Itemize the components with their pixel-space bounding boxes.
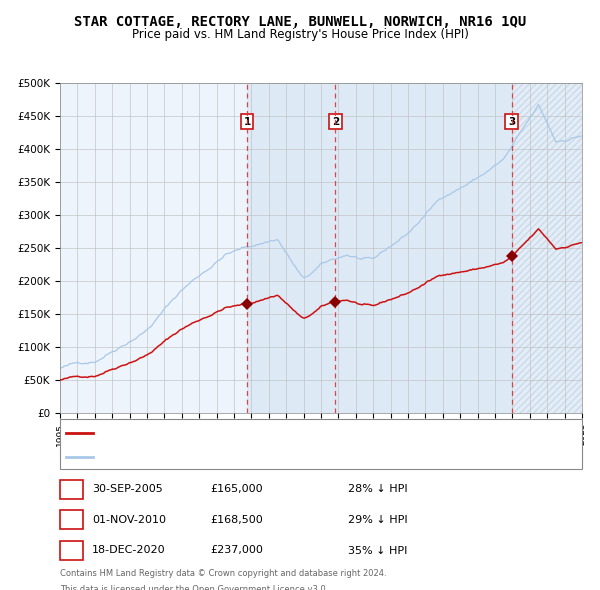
Text: £168,500: £168,500 (210, 515, 263, 525)
Bar (247, 83, 335, 413)
Bar (335, 83, 512, 413)
Text: 30-SEP-2005: 30-SEP-2005 (92, 484, 163, 494)
Text: 29% ↓ HPI: 29% ↓ HPI (348, 515, 407, 525)
Text: Price paid vs. HM Land Registry's House Price Index (HPI): Price paid vs. HM Land Registry's House … (131, 28, 469, 41)
Text: 3: 3 (508, 117, 515, 127)
Text: Contains HM Land Registry data © Crown copyright and database right 2024.: Contains HM Land Registry data © Crown c… (60, 569, 386, 578)
Text: 2: 2 (332, 117, 339, 127)
Text: STAR COTTAGE, RECTORY LANE, BUNWELL, NORWICH, NR16 1QU: STAR COTTAGE, RECTORY LANE, BUNWELL, NOR… (74, 15, 526, 29)
Text: 28% ↓ HPI: 28% ↓ HPI (348, 484, 407, 494)
Text: STAR COTTAGE, RECTORY LANE, BUNWELL, NORWICH, NR16 1QU (detached house): STAR COTTAGE, RECTORY LANE, BUNWELL, NOR… (99, 428, 508, 438)
Bar (512, 83, 582, 413)
Text: 1: 1 (244, 117, 251, 127)
Text: 18-DEC-2020: 18-DEC-2020 (92, 546, 166, 555)
Text: 2: 2 (68, 515, 75, 525)
Text: 3: 3 (68, 546, 75, 555)
Text: 35% ↓ HPI: 35% ↓ HPI (348, 546, 407, 555)
Text: This data is licensed under the Open Government Licence v3.0.: This data is licensed under the Open Gov… (60, 585, 328, 590)
Bar (512, 83, 582, 413)
Text: 1: 1 (68, 484, 75, 494)
Text: £165,000: £165,000 (210, 484, 263, 494)
Text: £237,000: £237,000 (210, 546, 263, 555)
Text: 01-NOV-2010: 01-NOV-2010 (92, 515, 166, 525)
Text: HPI: Average price, detached house, South Norfolk: HPI: Average price, detached house, Sout… (99, 451, 346, 461)
